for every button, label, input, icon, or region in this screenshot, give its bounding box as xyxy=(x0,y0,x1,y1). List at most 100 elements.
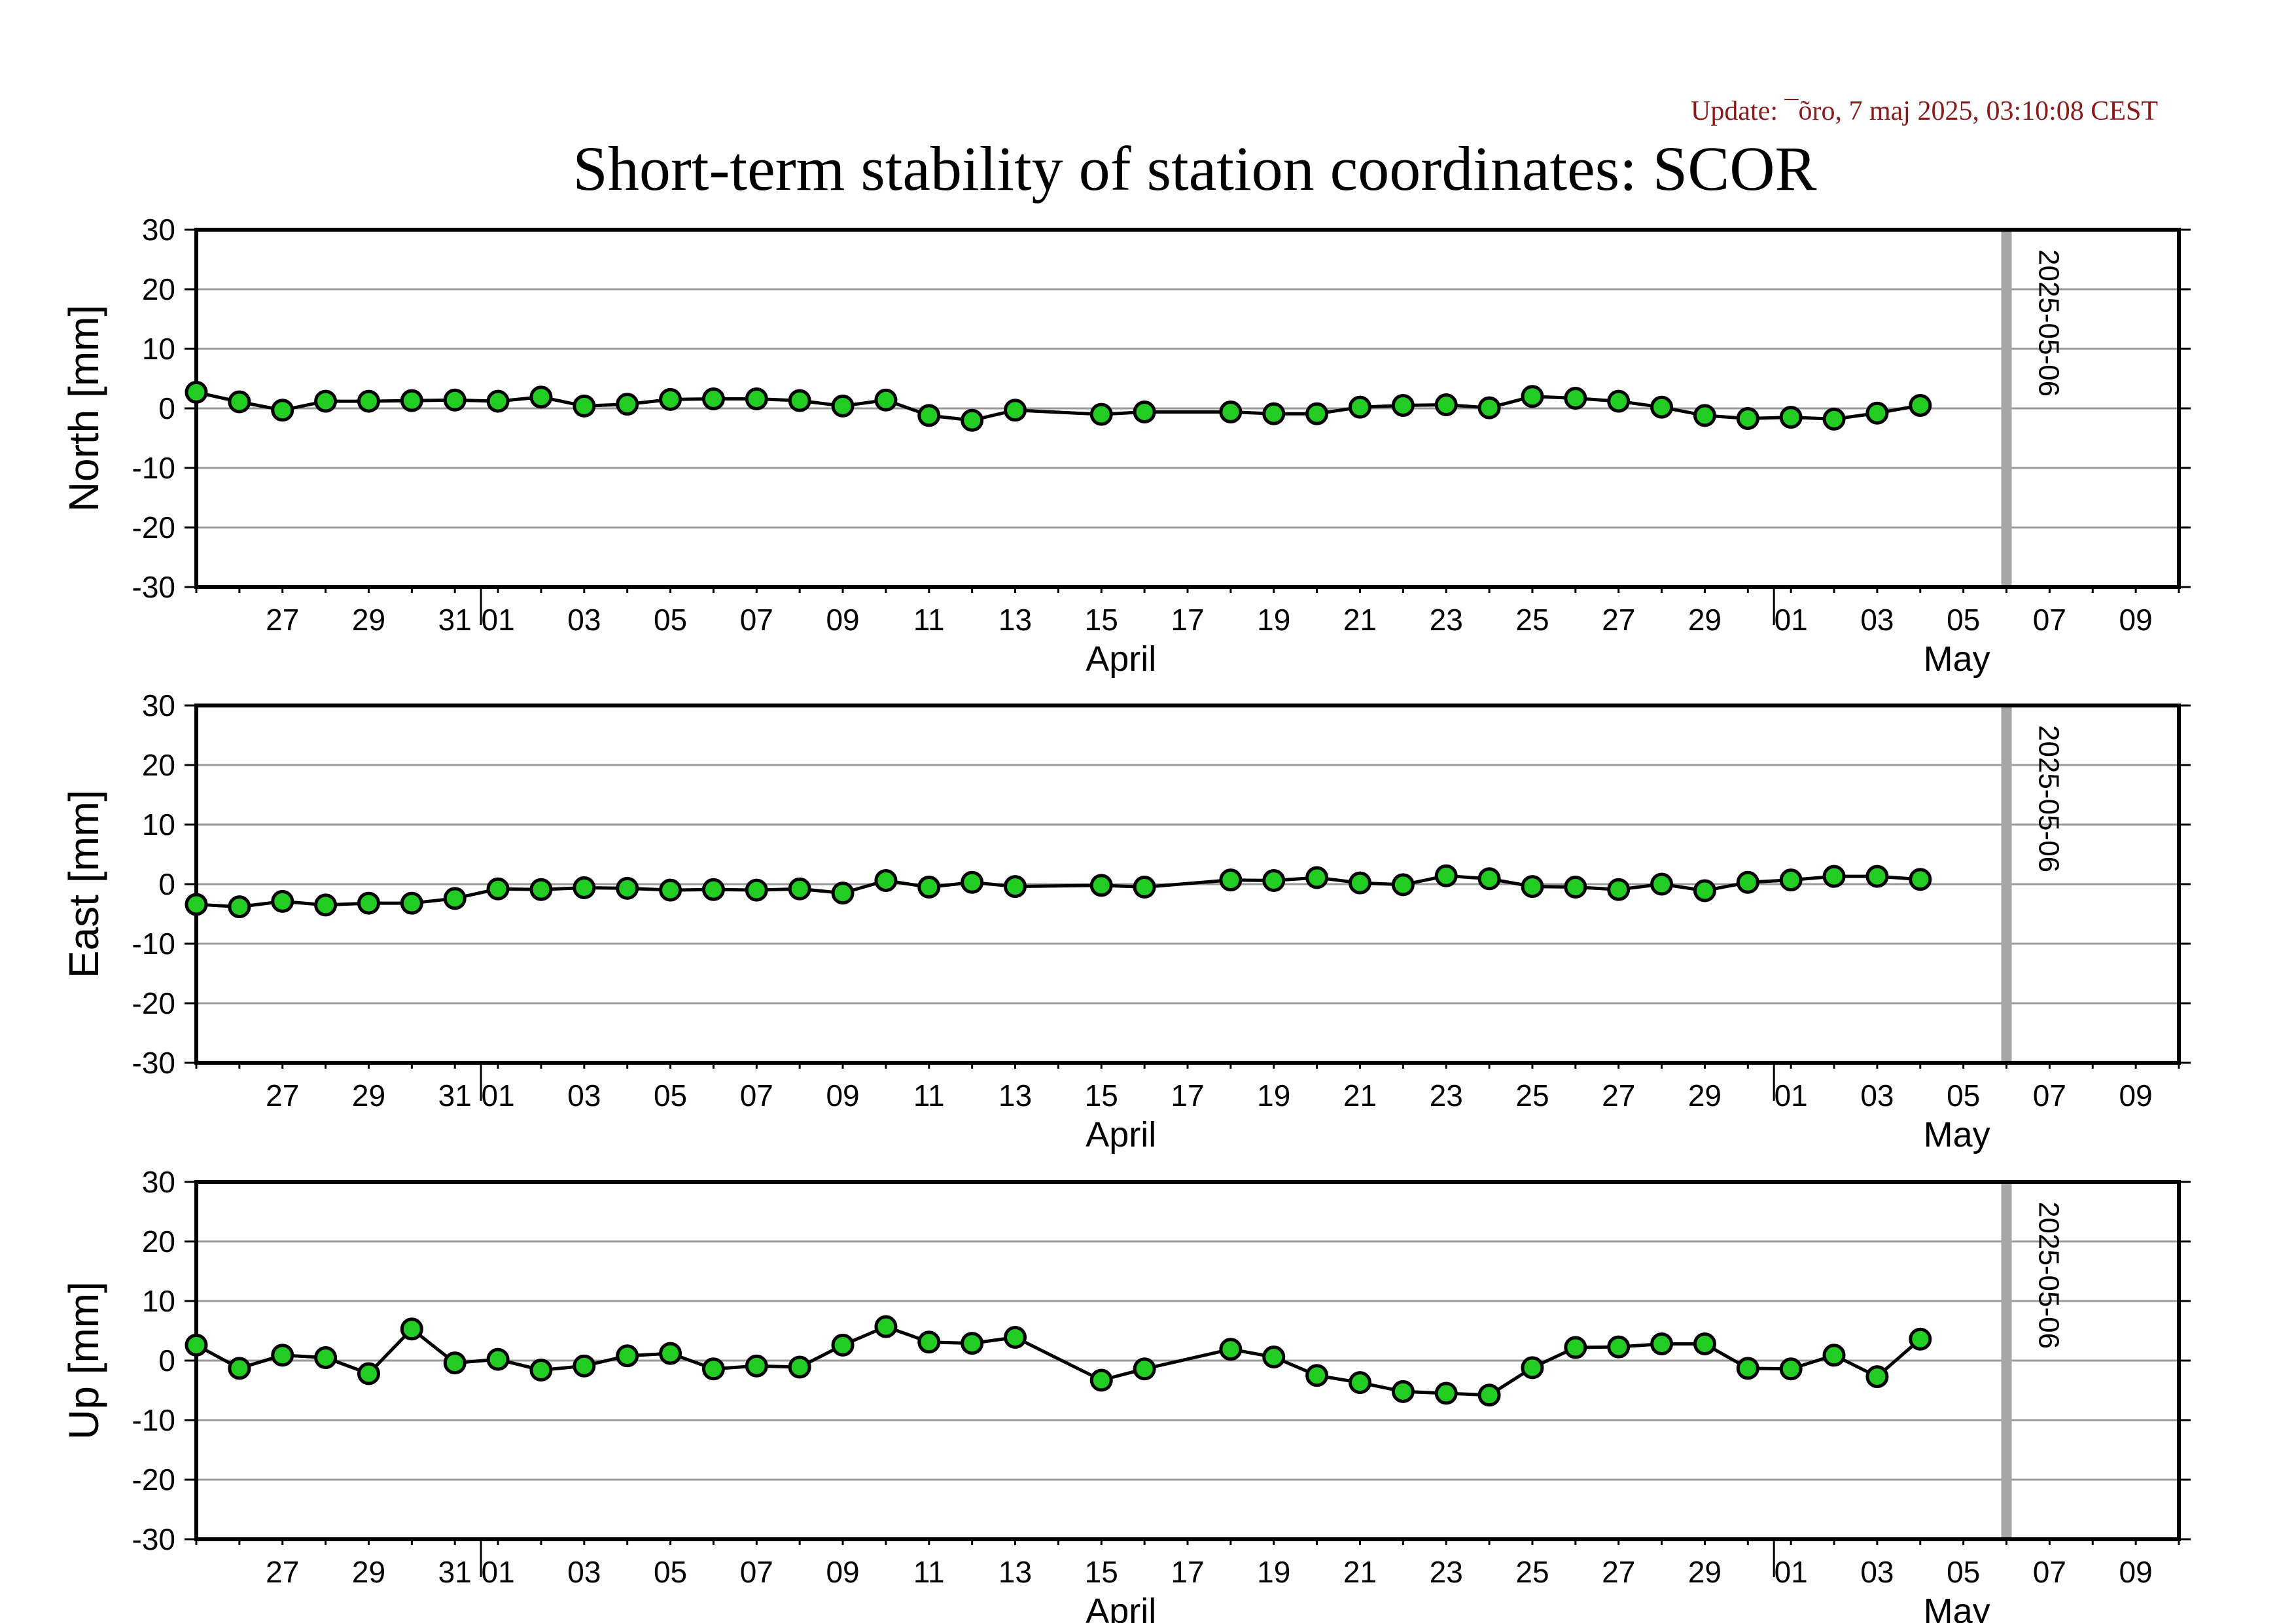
x-tick-label: 15 xyxy=(1085,1079,1118,1113)
data-point xyxy=(788,389,811,412)
x-tick-label: 11 xyxy=(913,603,945,637)
x-tick-label: 05 xyxy=(654,603,687,637)
y-tick-label: 20 xyxy=(142,272,175,306)
x-tick-label: 29 xyxy=(1688,603,1722,637)
y-tick-label: -30 xyxy=(132,570,175,604)
data-point xyxy=(529,1359,553,1382)
data-point xyxy=(1219,868,1243,892)
data-point xyxy=(486,877,510,901)
data-point xyxy=(1865,1365,1889,1389)
data-point xyxy=(1736,406,1759,430)
data-point xyxy=(228,1357,251,1380)
x-tick-label: 29 xyxy=(1688,1079,1722,1113)
x-tick-label: 09 xyxy=(2119,1079,2153,1113)
data-point xyxy=(443,887,467,910)
y-axis-label: Up [mm] xyxy=(60,1281,107,1440)
x-tick-label: 03 xyxy=(567,1555,601,1589)
x-tick-label: 05 xyxy=(654,1079,687,1113)
data-point xyxy=(701,1357,725,1381)
x-tick-label: 01 xyxy=(482,603,515,637)
y-tick-label: -20 xyxy=(132,510,175,544)
x-tick-label: 21 xyxy=(1343,1555,1377,1589)
y-tick-label: -20 xyxy=(132,1463,175,1497)
x-tick-label: 11 xyxy=(913,1079,945,1113)
month-label: April xyxy=(1086,1115,1156,1154)
data-point xyxy=(1434,1382,1458,1405)
data-point xyxy=(1133,1357,1156,1381)
date-marker-label: 2025-05-06 xyxy=(2033,725,2065,872)
data-point xyxy=(443,1351,467,1375)
y-tick-label: 20 xyxy=(142,1224,175,1258)
data-point xyxy=(1564,1336,1587,1359)
y-tick-label: -10 xyxy=(132,451,175,485)
data-point xyxy=(357,389,380,413)
x-tick-label: 27 xyxy=(1602,1079,1635,1113)
data-point xyxy=(529,878,553,901)
data-point xyxy=(185,1333,208,1357)
data-point xyxy=(1133,400,1156,423)
x-tick-label: 15 xyxy=(1085,603,1118,637)
y-tick-label: 10 xyxy=(142,808,175,842)
data-point xyxy=(788,1355,811,1379)
x-tick-label: 07 xyxy=(740,1555,773,1589)
data-point xyxy=(1477,867,1501,891)
x-tick-label: 23 xyxy=(1430,603,1463,637)
y-tick-label: 30 xyxy=(142,213,175,247)
data-point xyxy=(185,380,208,404)
data-point xyxy=(961,408,984,432)
data-point xyxy=(1521,385,1544,408)
x-tick-label: 23 xyxy=(1430,1555,1463,1589)
data-point xyxy=(1262,402,1286,425)
data-point xyxy=(701,387,725,410)
data-point xyxy=(659,878,682,902)
data-point xyxy=(1133,876,1156,899)
data-point xyxy=(659,1342,682,1365)
data-point xyxy=(400,891,423,915)
y-tick-label: -30 xyxy=(132,1522,175,1556)
data-point xyxy=(1865,401,1889,425)
update-timestamp: Update: ¯õro, 7 maj 2025, 03:10:08 CEST xyxy=(1691,96,2158,126)
y-axis-label: East [mm] xyxy=(60,790,107,978)
data-point xyxy=(745,387,768,410)
data-point xyxy=(616,393,639,416)
data-point xyxy=(788,877,811,901)
y-tick-label: -20 xyxy=(132,986,175,1020)
data-point xyxy=(1909,868,1932,891)
data-point xyxy=(1434,864,1458,887)
data-point xyxy=(1305,1364,1329,1387)
x-tick-label: 25 xyxy=(1515,1555,1549,1589)
data-point xyxy=(573,876,596,899)
data-point xyxy=(1736,1357,1759,1380)
data-point xyxy=(573,1354,596,1378)
data-point xyxy=(1564,387,1587,410)
data-point xyxy=(529,385,553,409)
x-tick-label: 17 xyxy=(1171,603,1204,637)
x-tick-label: 31 xyxy=(438,1079,472,1113)
data-point xyxy=(1521,875,1544,899)
y-tick-label: 30 xyxy=(142,1165,175,1199)
data-point xyxy=(1564,876,1587,899)
x-tick-label: 29 xyxy=(1688,1555,1722,1589)
data-point xyxy=(1736,870,1759,894)
data-point xyxy=(271,1344,294,1367)
data-point xyxy=(1650,872,1674,896)
data-point xyxy=(1822,407,1846,431)
panel-east: 2025-05-06 30 20 10 0 -10 -20 -30 East [mm] 27 29 3… xyxy=(60,688,2191,1154)
x-tick-label: 03 xyxy=(1860,603,1894,637)
x-tick-label: 01 xyxy=(482,1555,515,1589)
x-tick-label: 17 xyxy=(1171,1555,1204,1589)
data-point xyxy=(1004,875,1027,899)
data-point xyxy=(1477,1383,1501,1407)
data-point xyxy=(573,394,596,418)
x-tick-label: 05 xyxy=(1947,1079,1980,1113)
data-point xyxy=(1434,393,1458,417)
x-tick-label: 29 xyxy=(352,1079,385,1113)
y-tick-label: 0 xyxy=(158,391,175,425)
x-tick-label: 05 xyxy=(654,1555,687,1589)
x-tick-label: 07 xyxy=(2033,603,2066,637)
data-point xyxy=(400,389,423,412)
x-tick-label: 27 xyxy=(266,1079,299,1113)
data-point xyxy=(1391,1380,1415,1403)
data-point xyxy=(831,394,855,418)
